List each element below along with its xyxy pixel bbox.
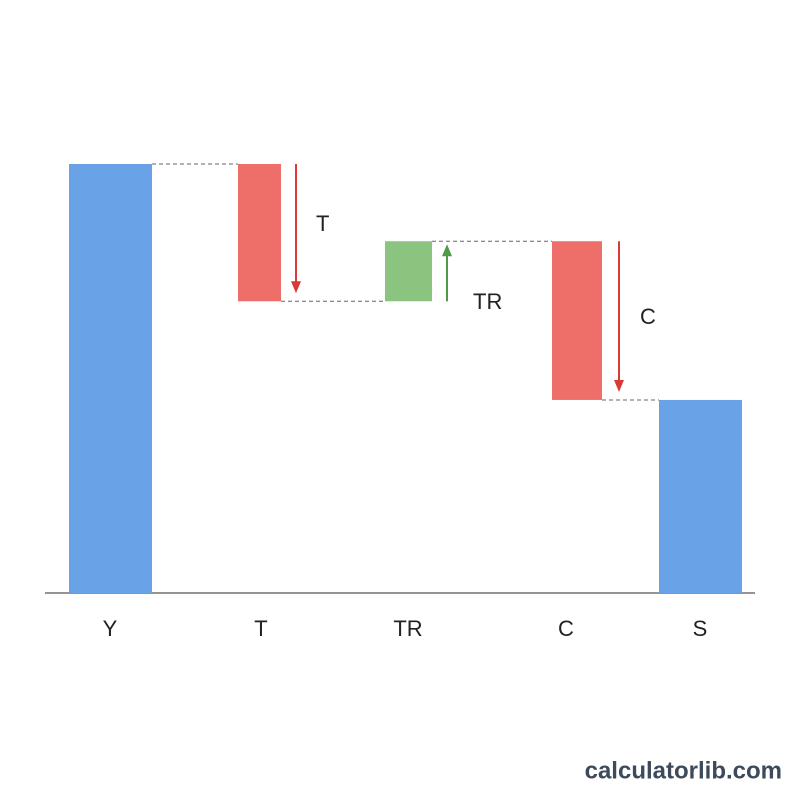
annotation: TR — [473, 289, 502, 314]
x-tick-label: T — [254, 616, 267, 641]
arrow-head — [291, 281, 301, 294]
bar — [552, 241, 602, 400]
bar — [238, 164, 281, 302]
annotation: T — [316, 211, 329, 236]
bar — [69, 164, 152, 593]
x-tick-label: C — [558, 616, 574, 641]
arrow — [442, 244, 452, 302]
x-tick-label: S — [693, 616, 708, 641]
annotation: C — [640, 304, 656, 329]
bar — [385, 241, 432, 302]
x-tick-label: TR — [393, 616, 422, 641]
arrow-head — [614, 379, 624, 392]
bar — [659, 399, 742, 593]
arrow-head — [442, 244, 452, 257]
arrow — [291, 164, 301, 294]
arrow — [614, 241, 624, 392]
x-tick-label: Y — [103, 616, 118, 641]
watermark: calculatorlib.com — [585, 757, 782, 784]
